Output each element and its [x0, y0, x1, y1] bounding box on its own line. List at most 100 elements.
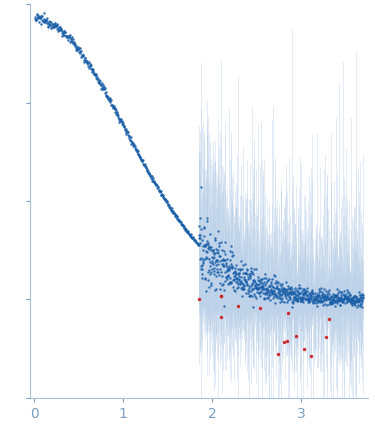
Point — [144, 166, 150, 173]
Point — [228, 279, 234, 286]
Point — [267, 291, 273, 298]
Point — [47, 19, 53, 26]
Point — [63, 34, 69, 41]
Point — [309, 290, 315, 297]
Point — [330, 295, 336, 302]
Point — [291, 289, 297, 296]
Point — [32, 15, 38, 22]
Point — [272, 291, 278, 298]
Point — [165, 201, 171, 208]
Point — [182, 224, 188, 231]
Point — [355, 298, 361, 305]
Point — [100, 85, 106, 92]
Point — [38, 13, 44, 20]
Point — [180, 222, 186, 229]
Point — [137, 153, 143, 160]
Point — [191, 237, 197, 244]
Point — [276, 287, 282, 294]
Point — [87, 60, 93, 67]
Point — [55, 28, 61, 35]
Point — [288, 293, 294, 300]
Point — [129, 139, 135, 146]
Point — [115, 114, 121, 121]
Point — [33, 16, 39, 23]
Point — [286, 290, 292, 297]
Point — [66, 32, 72, 39]
Point — [272, 291, 278, 298]
Point — [176, 217, 181, 224]
Point — [257, 276, 263, 283]
Point — [332, 294, 338, 301]
Point — [337, 295, 343, 302]
Point — [254, 285, 260, 292]
Point — [95, 79, 101, 86]
Point — [343, 293, 349, 300]
Point — [213, 273, 219, 280]
Point — [347, 292, 353, 299]
Point — [344, 295, 350, 302]
Point — [201, 242, 207, 249]
Point — [255, 273, 261, 280]
Point — [140, 158, 146, 165]
Point — [315, 292, 321, 299]
Point — [188, 231, 194, 238]
Point — [229, 264, 235, 271]
Point — [352, 297, 358, 304]
Point — [287, 288, 293, 295]
Point — [130, 143, 136, 150]
Point — [71, 41, 77, 48]
Point — [359, 291, 365, 298]
Point — [351, 301, 357, 308]
Point — [111, 103, 117, 110]
Point — [334, 300, 340, 307]
Point — [283, 285, 289, 292]
Point — [144, 168, 150, 175]
Point — [328, 298, 334, 305]
Point — [232, 269, 238, 276]
Point — [306, 290, 312, 297]
Point — [270, 295, 276, 302]
Point — [244, 281, 250, 288]
Point — [218, 239, 224, 246]
Point — [36, 12, 42, 19]
Point — [354, 296, 360, 303]
Point — [55, 24, 61, 31]
Point — [166, 204, 172, 211]
Point — [101, 83, 107, 90]
Point — [325, 296, 331, 303]
Point — [231, 269, 237, 276]
Point — [247, 293, 253, 300]
Point — [183, 226, 189, 233]
Point — [148, 173, 154, 180]
Point — [341, 291, 347, 298]
Point — [345, 295, 351, 302]
Point — [318, 295, 324, 302]
Point — [234, 278, 240, 285]
Point — [326, 286, 332, 293]
Point — [129, 139, 135, 146]
Point — [328, 300, 334, 307]
Point — [213, 245, 219, 252]
Point — [353, 297, 359, 304]
Point — [341, 295, 347, 302]
Point — [188, 232, 194, 239]
Point — [325, 294, 331, 301]
Point — [65, 33, 71, 40]
Point — [214, 249, 220, 256]
Point — [256, 290, 262, 297]
Point — [199, 237, 205, 244]
Point — [220, 260, 226, 267]
Point — [237, 280, 243, 287]
Point — [282, 290, 288, 297]
Point — [354, 297, 360, 304]
Point — [265, 276, 271, 283]
Point — [199, 262, 205, 269]
Point — [313, 299, 319, 306]
Point — [196, 241, 202, 248]
Point — [310, 294, 316, 301]
Point — [201, 224, 207, 231]
Point — [245, 274, 251, 281]
Point — [68, 35, 74, 42]
Point — [170, 208, 176, 215]
Point — [329, 296, 335, 303]
